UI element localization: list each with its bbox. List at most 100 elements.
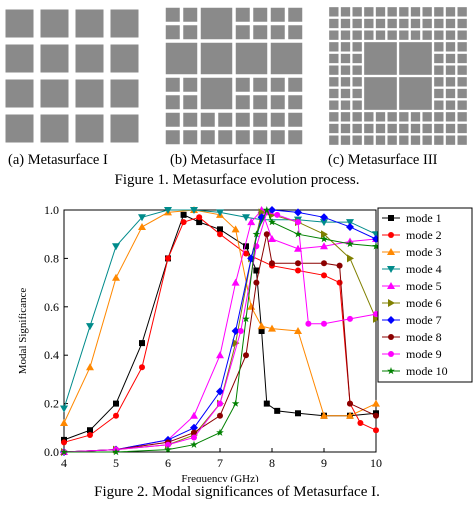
metasurface-cell (352, 100, 362, 110)
metasurface-cell (288, 7, 303, 22)
data-point (139, 364, 145, 371)
metasurface-cell (352, 53, 362, 64)
metasurface-cell (352, 18, 362, 29)
metasurface-cell (457, 18, 467, 29)
data-point (320, 411, 328, 419)
metasurface-cell (445, 112, 456, 122)
data-point (269, 260, 275, 267)
data-point (257, 322, 266, 330)
y-tick-label: 0.8 (44, 251, 59, 265)
metasurface-ii-pattern (165, 7, 303, 145)
metasurface-cell (352, 42, 362, 52)
legend-entry-label: mode 3 (406, 245, 442, 259)
metasurface-cell (375, 112, 386, 122)
metasurface-cell (387, 123, 397, 134)
metasurface-cell (218, 130, 233, 145)
metasurface-cell (40, 114, 69, 143)
x-tick-label: 5 (113, 456, 119, 470)
metasurface-cell (329, 7, 339, 17)
data-point (320, 213, 328, 222)
metasurface-cell (329, 30, 339, 40)
metasurface-cell (457, 88, 467, 99)
data-point (320, 235, 328, 243)
metasurface-cell (329, 123, 339, 134)
metasurface-cell (364, 112, 374, 122)
metasurface-cell (110, 79, 139, 108)
metasurface-cell (410, 7, 421, 17)
metasurface-cell (445, 18, 456, 29)
data-point (274, 211, 281, 218)
data-point (191, 429, 197, 436)
data-point (86, 323, 94, 331)
metasurface-cell (399, 30, 409, 40)
legend-entry-label: mode 2 (406, 228, 442, 242)
metasurface-cell (329, 88, 339, 99)
legend-entry-label: mode 4 (406, 262, 442, 276)
x-tick-label: 8 (269, 456, 275, 470)
data-point (247, 302, 256, 310)
metasurface-cell (270, 130, 285, 145)
metasurface-cell (253, 25, 268, 40)
metasurface-cell (270, 77, 285, 92)
metasurface-cell (422, 7, 432, 17)
metasurface-cell (165, 130, 180, 145)
x-tick-label: 7 (217, 456, 223, 470)
metasurface-cell (352, 65, 362, 75)
metasurface-cell (165, 25, 180, 40)
metasurface-cell (165, 112, 180, 127)
metasurface-cell (253, 77, 268, 92)
metasurface-cell (288, 130, 303, 145)
metasurface-cell (352, 30, 362, 40)
data-point (295, 219, 301, 226)
metasurface-cell (235, 95, 250, 110)
subcaption-metasurface-ii: (b) Metasurface II (170, 152, 276, 168)
data-point (373, 314, 380, 323)
metasurface-cell (253, 112, 268, 127)
data-point (294, 327, 302, 334)
metasurface-cell (434, 88, 444, 99)
metasurface-cell (270, 25, 285, 40)
metasurface-cell (434, 30, 444, 40)
subcaption-metasurface-i: (a) Metasurface I (8, 152, 108, 168)
data-point (87, 432, 93, 439)
data-point (357, 419, 364, 426)
data-point (216, 428, 224, 436)
data-point (112, 243, 120, 251)
data-point (243, 243, 249, 250)
data-point (346, 219, 354, 227)
metasurface-cell (352, 123, 362, 134)
data-point (87, 427, 93, 434)
metasurface-cell (387, 7, 397, 17)
data-point (253, 267, 260, 274)
metasurface-cell (352, 135, 362, 145)
metasurface-cell (110, 44, 139, 73)
data-point (321, 272, 327, 279)
data-point (346, 239, 354, 248)
metasurface-cell (40, 9, 69, 38)
data-point (216, 387, 224, 396)
metasurface-iii-pattern (329, 7, 467, 145)
metasurface-cell (387, 30, 397, 40)
data-point (372, 399, 380, 407)
metasurface-cell (75, 9, 104, 38)
series-line (64, 208, 377, 453)
data-point (268, 235, 276, 243)
metasurface-cell (457, 123, 467, 134)
metasurface-cell (235, 112, 250, 127)
metasurface-cell (5, 114, 34, 143)
data-point (268, 206, 276, 214)
metasurface-cell (434, 135, 444, 145)
metasurface-cell (253, 130, 268, 145)
modal-significance-chart: 4 5 6 7 8 9 10 0.0 0.2 0.4 0.6 0.8 1.0 Frequency (GHz… (17, 203, 473, 482)
metasurface-cell (457, 77, 467, 87)
data-point (216, 209, 224, 217)
legend-entry-label: mode 10 (406, 364, 448, 378)
data-point (196, 219, 203, 226)
metasurface-cell (340, 100, 351, 110)
metasurface-cell (445, 123, 456, 134)
metasurface-cell (457, 30, 467, 40)
data-point (347, 315, 353, 322)
metasurface-cell (375, 18, 386, 29)
metasurface-cell (434, 112, 444, 122)
series-mode-1 (61, 211, 379, 443)
